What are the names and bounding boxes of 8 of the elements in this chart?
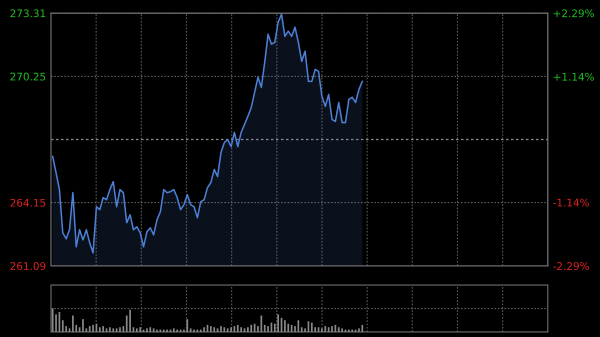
y-tick-label: 270.25 — [10, 72, 46, 81]
y-tick-label: 261.09 — [10, 262, 46, 270]
y-tick-label: 273.31 — [10, 9, 46, 18]
y2-tick-label: -1.14% — [553, 198, 589, 207]
y2-tick-label: +1.14% — [554, 72, 594, 81]
y2-tick-label: +2.29% — [554, 9, 594, 18]
y-tick-label: 264.15 — [10, 198, 46, 207]
y2-tick-label: -2.29% — [553, 262, 589, 270]
